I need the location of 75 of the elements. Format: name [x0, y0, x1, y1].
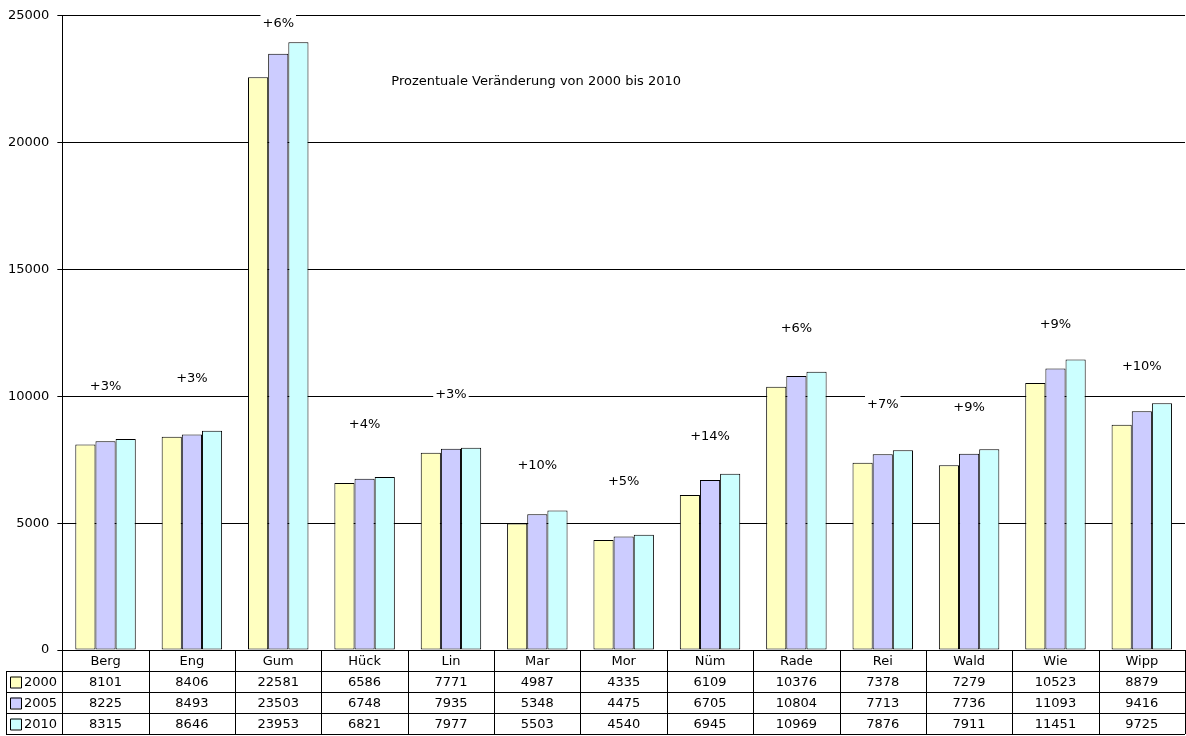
legend-label: 2000 — [24, 673, 58, 689]
data-label: 11451 — [1034, 715, 1077, 731]
data-label: 7935 — [434, 694, 468, 710]
data-label: 8879 — [1125, 673, 1159, 689]
annotation: +7% — [866, 396, 899, 412]
legend-label: 2005 — [24, 694, 58, 710]
data-label: 7876 — [866, 715, 900, 731]
data-label: 22581 — [257, 673, 299, 689]
legend-label: 2010 — [24, 715, 58, 731]
x-tick-label: Lin — [441, 652, 461, 668]
data-label: 8225 — [88, 694, 123, 710]
x-tick-label: Wald — [953, 652, 986, 668]
annotation: +3% — [89, 377, 122, 393]
y-tick-label: 25000 — [8, 7, 50, 23]
data-label: 7977 — [434, 715, 468, 731]
data-label: 4540 — [607, 715, 641, 731]
data-label: 10376 — [775, 673, 818, 689]
data-label: 9725 — [1125, 715, 1159, 731]
data-label: 4475 — [607, 694, 641, 710]
data-label: 7279 — [952, 673, 986, 689]
annotation: +4% — [348, 416, 381, 432]
annotation: +6% — [262, 15, 295, 31]
data-label: 7713 — [866, 694, 900, 710]
annotation: +10% — [1121, 358, 1162, 374]
y-tick-label: 15000 — [8, 260, 50, 276]
data-label: 9416 — [1125, 694, 1159, 710]
data-label: 10804 — [775, 694, 818, 710]
data-label: 8646 — [175, 715, 209, 731]
y-tick-label: 0 — [41, 641, 50, 657]
data-label: 8406 — [175, 673, 209, 689]
data-label: 6705 — [693, 694, 727, 710]
data-label: 6586 — [348, 673, 382, 689]
x-tick-label: Mar — [525, 652, 551, 668]
data-label: 8493 — [175, 694, 209, 710]
x-tick-label: Nüm — [694, 652, 726, 668]
data-label: 5348 — [520, 694, 554, 710]
x-tick-label: Rei — [872, 652, 893, 668]
annotation: +5% — [607, 473, 640, 489]
x-tick-label: Wipp — [1125, 652, 1159, 668]
x-tick-label: Berg — [90, 652, 121, 668]
annotation: +9% — [1039, 316, 1072, 332]
y-tick-label: 10000 — [8, 387, 50, 403]
x-tick-label: Rade — [779, 652, 813, 668]
y-tick-label: 20000 — [8, 134, 50, 150]
data-label: 7911 — [952, 715, 986, 731]
x-tick-label: Hück — [348, 652, 382, 668]
y-tick-label: 5000 — [16, 514, 50, 530]
data-label: 6748 — [348, 694, 382, 710]
annotation: +14% — [690, 428, 730, 444]
data-label: 6109 — [693, 673, 727, 689]
annotation: Prozentuale Veränderung von 2000 bis 2010 — [391, 73, 682, 89]
data-label: 4987 — [520, 673, 554, 689]
data-label: 6945 — [693, 715, 727, 731]
annotation: +3% — [176, 370, 208, 386]
data-label: 23503 — [257, 694, 299, 710]
data-label: 23953 — [257, 715, 299, 731]
annotation: +10% — [517, 456, 558, 472]
data-label: 10969 — [775, 715, 818, 731]
data-label: 7771 — [434, 673, 468, 689]
data-label: 11093 — [1034, 694, 1077, 710]
data-label: 7736 — [952, 694, 986, 710]
data-label: 5503 — [520, 715, 554, 731]
annotation: +9% — [953, 398, 985, 414]
data-label: 4335 — [607, 673, 641, 689]
x-tick-label: Gum — [262, 652, 294, 668]
data-label: 8101 — [88, 673, 123, 689]
x-tick-label: Mor — [611, 652, 637, 668]
annotation: +3% — [435, 386, 467, 402]
data-label: 6821 — [348, 715, 382, 731]
data-label: 10523 — [1034, 673, 1077, 689]
x-tick-label: Eng — [179, 652, 205, 668]
data-label: 8315 — [88, 715, 123, 731]
x-tick-label: Wie — [1043, 652, 1068, 668]
data-label: 7378 — [866, 673, 900, 689]
annotation: +6% — [780, 320, 813, 336]
